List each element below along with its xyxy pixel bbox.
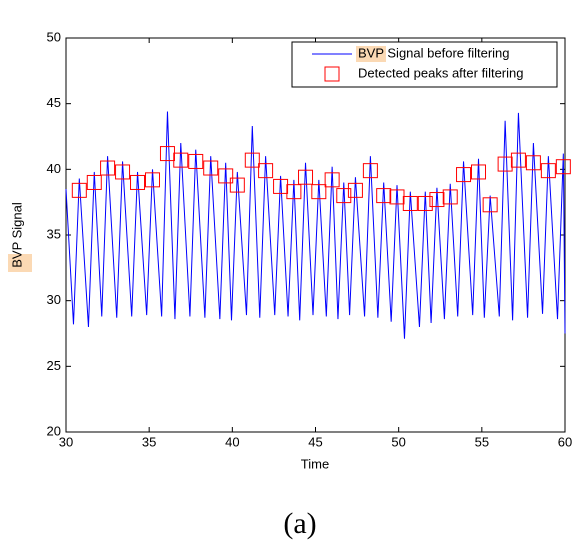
peak-marker xyxy=(273,178,289,194)
caption: (a) xyxy=(283,507,316,540)
peak-marker xyxy=(188,153,204,169)
legend-label: BVP Signal before filtering xyxy=(358,45,510,60)
peak-marker xyxy=(402,195,418,211)
peak-marker xyxy=(336,188,352,204)
x-tick-label: 60 xyxy=(558,434,572,449)
y-tick-label: 30 xyxy=(47,292,61,307)
peak-marker xyxy=(555,159,571,175)
y-tick-label: 45 xyxy=(47,95,61,110)
x-tick-label: 45 xyxy=(308,434,322,449)
highlight xyxy=(356,46,386,62)
legend-box xyxy=(291,41,558,88)
x-tick-label: 55 xyxy=(475,434,489,449)
peak-marker xyxy=(258,163,274,179)
peak-marker xyxy=(244,152,260,168)
x-tick-label: 50 xyxy=(391,434,405,449)
peak-marker xyxy=(442,189,458,205)
y-tick-label: 40 xyxy=(47,161,61,176)
peak-marker xyxy=(130,174,146,190)
peak-marker xyxy=(347,182,363,198)
peak-marker xyxy=(540,163,556,179)
peak-marker xyxy=(115,164,131,180)
y-axis-label: BVP Signal xyxy=(9,202,24,268)
peak-marker xyxy=(497,156,513,172)
peak-marker xyxy=(298,169,314,185)
peak-marker xyxy=(71,182,87,198)
peak-marker xyxy=(203,160,219,176)
peak-marker xyxy=(218,168,234,184)
peak-marker xyxy=(525,155,541,171)
signal-line xyxy=(65,111,566,339)
y-tick-label: 25 xyxy=(47,358,61,373)
peak-marker xyxy=(362,163,378,179)
peak-marker xyxy=(311,184,327,200)
y-tick-label: 20 xyxy=(47,423,61,438)
peak-marker xyxy=(286,184,302,200)
peak-marker xyxy=(482,197,498,213)
peak-marker xyxy=(229,177,245,193)
legend-marker xyxy=(324,66,340,82)
peak-marker xyxy=(376,188,392,204)
peak-marker xyxy=(417,195,433,211)
highlight xyxy=(8,254,32,272)
peak-marker xyxy=(456,167,472,183)
x-tick-label: 30 xyxy=(59,434,73,449)
x-tick-label: 35 xyxy=(142,434,156,449)
peak-marker xyxy=(100,160,116,176)
peak-marker xyxy=(429,192,445,208)
y-tick-label: 35 xyxy=(47,226,61,241)
peak-marker xyxy=(173,152,189,168)
y-tick-label: 50 xyxy=(47,29,61,44)
peak-marker xyxy=(471,164,487,180)
peak-marker xyxy=(510,152,526,168)
x-axis-label: Time xyxy=(301,456,329,471)
peak-marker xyxy=(324,172,340,188)
peak-marker xyxy=(144,172,160,188)
peak-marker xyxy=(86,174,102,190)
legend-label: Detected peaks after filtering xyxy=(358,65,523,80)
plot-area xyxy=(65,37,566,433)
x-tick-label: 40 xyxy=(225,434,239,449)
